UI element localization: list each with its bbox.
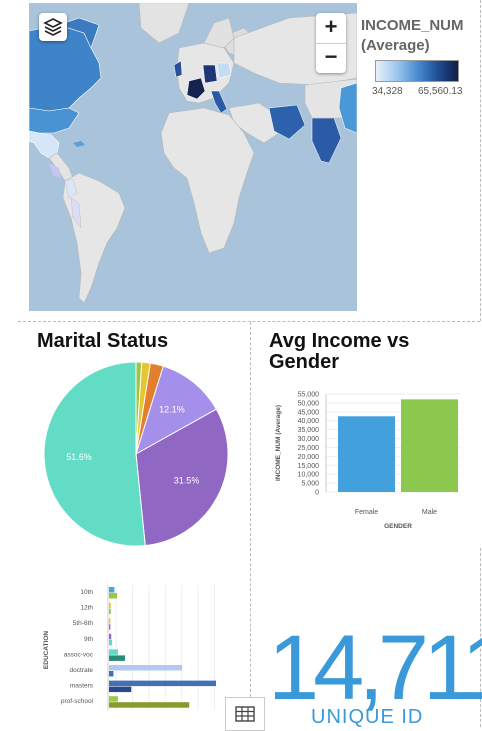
y-tick-label: 5,000 xyxy=(301,481,319,488)
legend-title-line2: (Average) xyxy=(361,36,479,56)
y-tick-label: 35,000 xyxy=(298,427,320,434)
y-tick-label: 45,000 xyxy=(298,409,320,416)
y-axis-label: INCOME_NUM (Average) xyxy=(275,405,282,481)
y-tick-label: masters xyxy=(70,683,94,690)
y-tick-label: 10th xyxy=(80,589,93,596)
x-tick-label: Male xyxy=(422,509,437,516)
x-tick-label: Female xyxy=(355,509,378,516)
y-tick-label: doctrate xyxy=(70,667,94,674)
pie-slice-label: 31.5% xyxy=(174,475,200,485)
pie-slice[interactable] xyxy=(44,362,145,546)
education-bar[interactable] xyxy=(109,603,111,609)
y-tick-label: prof-school xyxy=(61,698,94,705)
marital-status-title: Marital Status xyxy=(37,331,168,352)
education-bar[interactable] xyxy=(109,587,114,593)
y-tick-label: 0 xyxy=(315,490,319,497)
y-tick-label: 20,000 xyxy=(298,454,320,461)
y-tick-label: 12th xyxy=(80,605,93,612)
bar-female[interactable] xyxy=(338,416,395,492)
zoom-out-button[interactable]: − xyxy=(316,43,346,73)
world-map[interactable]: + − xyxy=(29,3,357,311)
education-bar[interactable] xyxy=(109,593,117,599)
x-axis-label: GENDER xyxy=(384,523,412,530)
education-bar[interactable] xyxy=(109,696,118,702)
y-tick-label: 55,000 xyxy=(298,392,320,399)
income-gender-title-line2: Gender xyxy=(269,352,409,373)
legend-title-line1: INCOME_NUM xyxy=(361,16,479,36)
map-legend-title: INCOME_NUM (Average) xyxy=(361,16,479,56)
education-bar-chart: 10th 12th 5th-6th 9th assoc-voc doctrate maste… xyxy=(38,582,230,712)
education-bar[interactable] xyxy=(109,624,110,630)
education-bar[interactable] xyxy=(109,665,182,671)
income-gender-bar-chart: 0 5,000 10,000 15,000 20,000 25,000 30,000 35,0… xyxy=(268,385,468,535)
y-tick-label: 10,000 xyxy=(298,472,320,479)
kpi-label: UNIQUE ID xyxy=(311,706,423,729)
bar-male[interactable] xyxy=(401,399,458,492)
education-bar[interactable] xyxy=(109,687,131,693)
income-gender-title-line1: Avg Income vs xyxy=(269,331,409,352)
pie-slice-label: 51.6% xyxy=(66,452,92,462)
layers-icon xyxy=(43,17,63,37)
y-tick-label: 30,000 xyxy=(298,436,320,443)
y-tick-label: 15,000 xyxy=(298,463,320,470)
education-bar[interactable] xyxy=(109,609,111,615)
income-gender-title: Avg Income vs Gender xyxy=(269,331,409,373)
education-bar[interactable] xyxy=(109,634,111,640)
kpi-value: 14,711 xyxy=(268,620,482,716)
education-bar[interactable] xyxy=(109,618,110,624)
map-canvas[interactable] xyxy=(29,3,357,311)
y-axis-label: EDUCATION xyxy=(43,631,50,669)
y-tick-label: 40,000 xyxy=(298,418,320,425)
education-bar[interactable] xyxy=(109,655,125,661)
marital-status-pie-chart: 12.1% 31.5% 51.6% xyxy=(38,356,234,552)
education-bar[interactable] xyxy=(109,702,189,708)
layers-button[interactable] xyxy=(39,13,67,41)
education-bar[interactable] xyxy=(109,671,113,677)
zoom-control: + − xyxy=(316,13,346,73)
divider-v xyxy=(250,322,251,727)
table-icon xyxy=(235,706,255,722)
y-tick-label: 50,000 xyxy=(298,400,320,407)
divider-h xyxy=(18,321,480,322)
y-tick-label: assoc-voc xyxy=(64,651,94,658)
pie-slice-label: 12.1% xyxy=(159,405,185,415)
divider-map-right xyxy=(480,0,481,321)
y-tick-label: 9th xyxy=(84,636,93,643)
education-bar[interactable] xyxy=(109,649,118,655)
legend-max-label: 65,560.13 xyxy=(418,86,463,97)
table-view-button[interactable] xyxy=(225,697,265,731)
education-bar[interactable] xyxy=(109,640,112,646)
y-tick-label: 25,000 xyxy=(298,445,320,452)
map-legend-gradient xyxy=(375,60,459,82)
legend-min-label: 34,328 xyxy=(372,86,403,97)
zoom-in-button[interactable]: + xyxy=(316,13,346,43)
education-bar[interactable] xyxy=(109,681,216,687)
y-tick-label: 5th-6th xyxy=(73,620,94,627)
